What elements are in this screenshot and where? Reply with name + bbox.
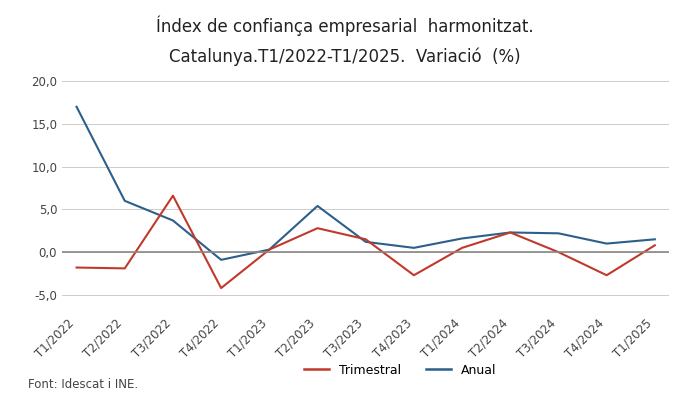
Trimestral — [265, 247, 273, 252]
Legend: Trimestral, Anual: Trimestral, Anual — [299, 359, 502, 382]
Line: Anual: Anual — [77, 107, 655, 260]
Anual — [169, 218, 177, 223]
Line: Trimestral: Trimestral — [77, 196, 655, 288]
Anual — [265, 247, 273, 252]
Anual — [410, 246, 418, 250]
Text: Catalunya.T1/2022-T1/2025.  Variació  (%): Catalunya.T1/2022-T1/2025. Variació (%) — [169, 48, 521, 66]
Trimestral — [313, 226, 322, 230]
Anual — [121, 198, 129, 203]
Trimestral — [651, 243, 659, 248]
Text: Font: Idescat i INE.: Font: Idescat i INE. — [28, 378, 138, 390]
Trimestral — [554, 250, 562, 254]
Anual — [458, 236, 466, 241]
Trimestral — [458, 246, 466, 250]
Anual — [72, 104, 81, 109]
Trimestral — [217, 286, 225, 290]
Trimestral — [362, 237, 370, 242]
Anual — [506, 230, 515, 235]
Anual — [217, 258, 225, 262]
Text: Índex de confiança empresarial  harmonitzat.: Índex de confiança empresarial harmonitz… — [156, 16, 534, 36]
Trimestral — [121, 266, 129, 271]
Anual — [554, 231, 562, 236]
Trimestral — [72, 265, 81, 270]
Anual — [651, 237, 659, 242]
Trimestral — [169, 193, 177, 198]
Anual — [602, 241, 611, 246]
Trimestral — [410, 273, 418, 278]
Trimestral — [602, 273, 611, 278]
Anual — [362, 240, 370, 244]
Trimestral — [506, 230, 515, 235]
Anual — [313, 204, 322, 208]
